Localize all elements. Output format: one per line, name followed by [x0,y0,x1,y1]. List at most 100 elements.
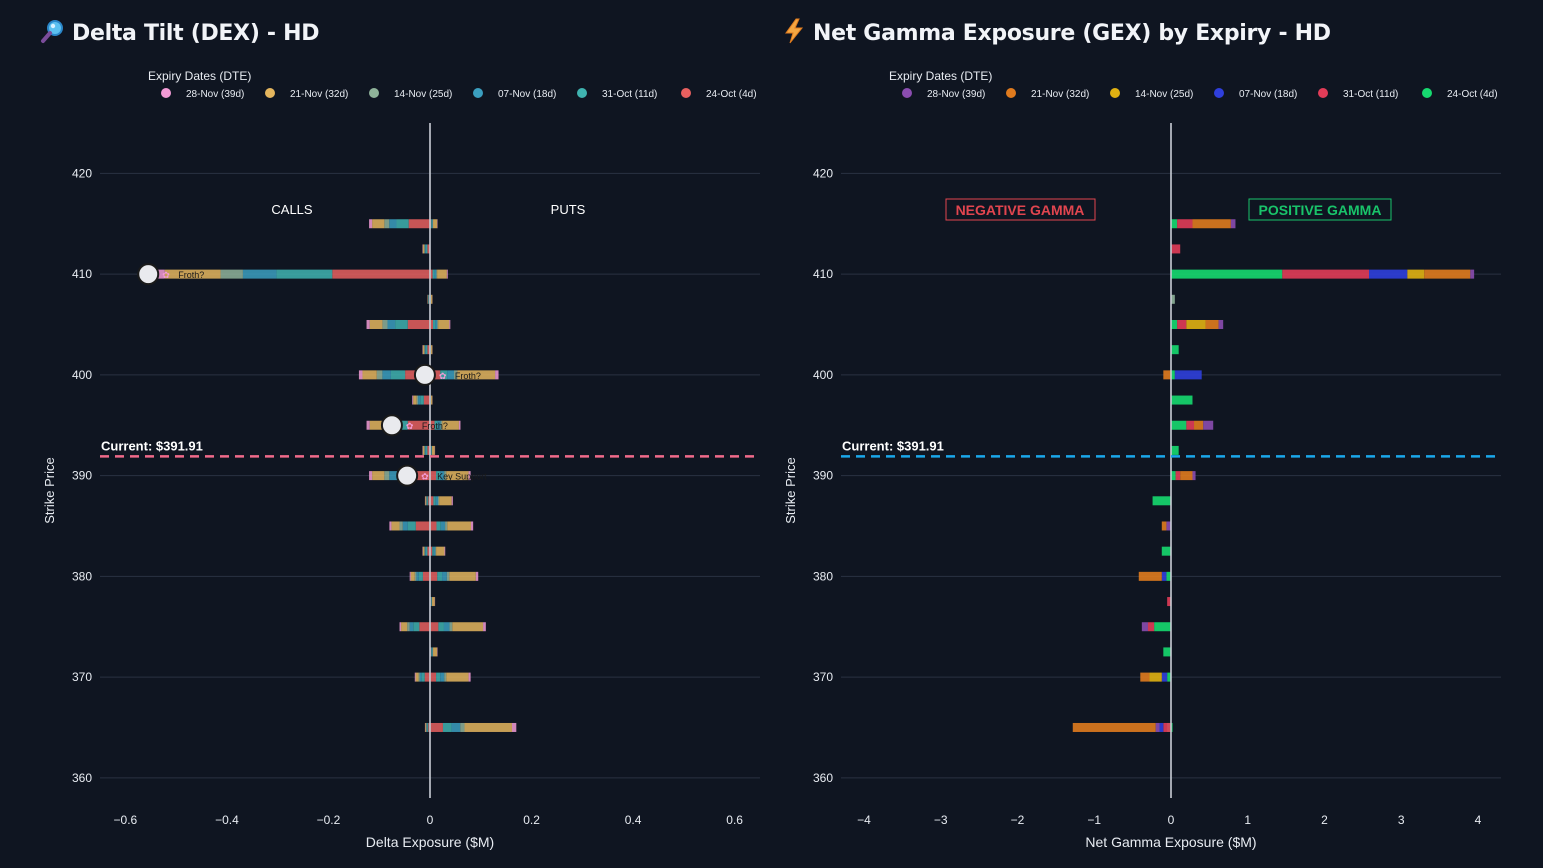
dex-bar-segment [427,244,430,254]
dex-bar-segment [362,370,377,380]
gex-xaxis-title: Net Gamma Exposure ($M) [1085,834,1256,850]
gex-legend-label: 28-Nov (39d) [927,89,985,100]
dex-bar-segment [407,319,430,329]
dex-bar-segment [414,672,416,682]
dex-bar-segment [445,521,448,531]
dex-bar-segment [431,219,433,229]
dex-bar-segment [424,345,425,355]
dex-puts-label: PUTS [551,202,586,217]
gex-xtick-label: −1 [1087,813,1101,827]
dex-bar-segment [430,622,439,632]
dex-legend-swatch [265,88,275,98]
dex-bar-segment [432,445,435,455]
dex-bar-segment [382,319,388,329]
dex-bar-segment [437,571,443,581]
gex-bar-segment [1072,722,1156,732]
dex-legend-swatch [369,88,379,98]
gex-xtick-label: 2 [1321,813,1328,827]
dex-calls-label: CALLS [271,202,313,217]
dex-ytick-label: 390 [72,469,92,483]
dex-bar-segment [447,370,454,380]
dex-bar-segment [372,471,385,481]
gex-bar-segment [1138,571,1162,581]
dex-bar-segment [440,471,445,481]
dex-bar-segment [369,319,383,329]
dex-bar-segment [428,496,430,506]
gex-bar-segment [1205,319,1219,329]
gex-legend-label: 14-Nov (25d) [1135,89,1193,100]
dex-bar-segment [366,319,370,329]
gex-legend-swatch [1214,88,1224,98]
gex-bar-segment [1194,420,1204,430]
dex-bar-segment [430,471,437,481]
dex-bar-segment [434,420,438,430]
gex-legend-label: 24-Oct (4d) [1447,89,1498,100]
dex-ytick-label: 360 [72,771,92,785]
dex-xtick-label: 0.6 [726,813,743,827]
dex-bar-segment [369,420,383,430]
gex-bar-segment [1177,319,1187,329]
dex-bar-segment [511,722,517,732]
dex-bar-segment [427,345,430,355]
dex-bar-segment [449,319,451,329]
dex-bar-segment [427,546,430,556]
gex-bar-segment [1149,672,1162,682]
gex-legend-swatch [1006,88,1016,98]
dex-marker-flower-icon: ✿ [406,421,414,431]
dex-bar-segment [452,622,484,632]
gex-bar-segment [1186,420,1195,430]
gex-bar-segment [1140,672,1150,682]
gex-bar-segment [1171,269,1283,279]
dex-bar-segment [426,496,428,506]
gex-negative-gamma-label: NEGATIVE GAMMA [956,202,1085,218]
dex-bar-segment [444,471,447,481]
gex-bar-segment [1141,622,1148,632]
dex-legend-title: Expiry Dates (DTE) [148,69,251,83]
dex-bar-segment [457,370,496,380]
gex-legend-title: Expiry Dates (DTE) [889,69,992,83]
dex-xtick-label: 0 [427,813,434,827]
dex-bar-segment [415,672,419,682]
gex-legend-swatch [902,88,912,98]
gex-bar-segment [1155,722,1160,732]
dex-bar-segment [418,672,420,682]
gex-xtick-label: 1 [1244,813,1251,827]
dex-bar-segment [369,471,373,481]
dex-bar-segment [387,319,396,329]
dex-bar-segment [430,319,434,329]
gex-legend-label: 31-Oct (11d) [1343,89,1398,100]
gex-positive-gamma-label: POSITIVE GAMMA [1259,202,1382,218]
dex-bar-segment [446,269,448,279]
dex-legend-label: 21-Nov (32d) [290,89,348,100]
dex-bar-segment [242,269,277,279]
dex-bar-segment [453,370,458,380]
dex-marker [380,414,403,437]
dex-marker [137,263,160,286]
dex-bar-segment [468,471,471,481]
gex-legend-swatch [1110,88,1120,98]
dex-bar-segment [418,571,423,581]
gex-bar-segment [1171,420,1187,430]
dex-bar-segment [449,571,476,581]
dex-bar-segment [437,269,447,279]
dex-bar-segment [435,496,438,506]
dex-ytick-label: 400 [72,368,92,382]
dex-bar-segment [391,521,400,531]
dex-legend-label: 28-Nov (39d) [186,89,244,100]
gex-bar-segment [1167,672,1171,682]
gex-ytick-label: 380 [813,569,833,583]
dex-bar-segment [423,395,430,405]
gex-ytick-label: 370 [813,670,833,684]
gex-bar-segment [1174,370,1202,380]
dex-marker-flower-icon: ✿ [421,472,429,482]
dex-bar-segment [424,445,425,455]
dex-bar-segment [430,546,433,556]
dex-bar-segment [444,546,446,556]
dex-bar-segment [424,244,426,254]
dex-current-price-label: Current: $391.91 [101,438,203,453]
dex-bar-segment [425,345,428,355]
gex-bar-segment [1161,521,1167,531]
dex-bar-segment [358,370,363,380]
dex-marker-label: Froth? [178,270,204,280]
gex-bar-segment [1282,269,1369,279]
